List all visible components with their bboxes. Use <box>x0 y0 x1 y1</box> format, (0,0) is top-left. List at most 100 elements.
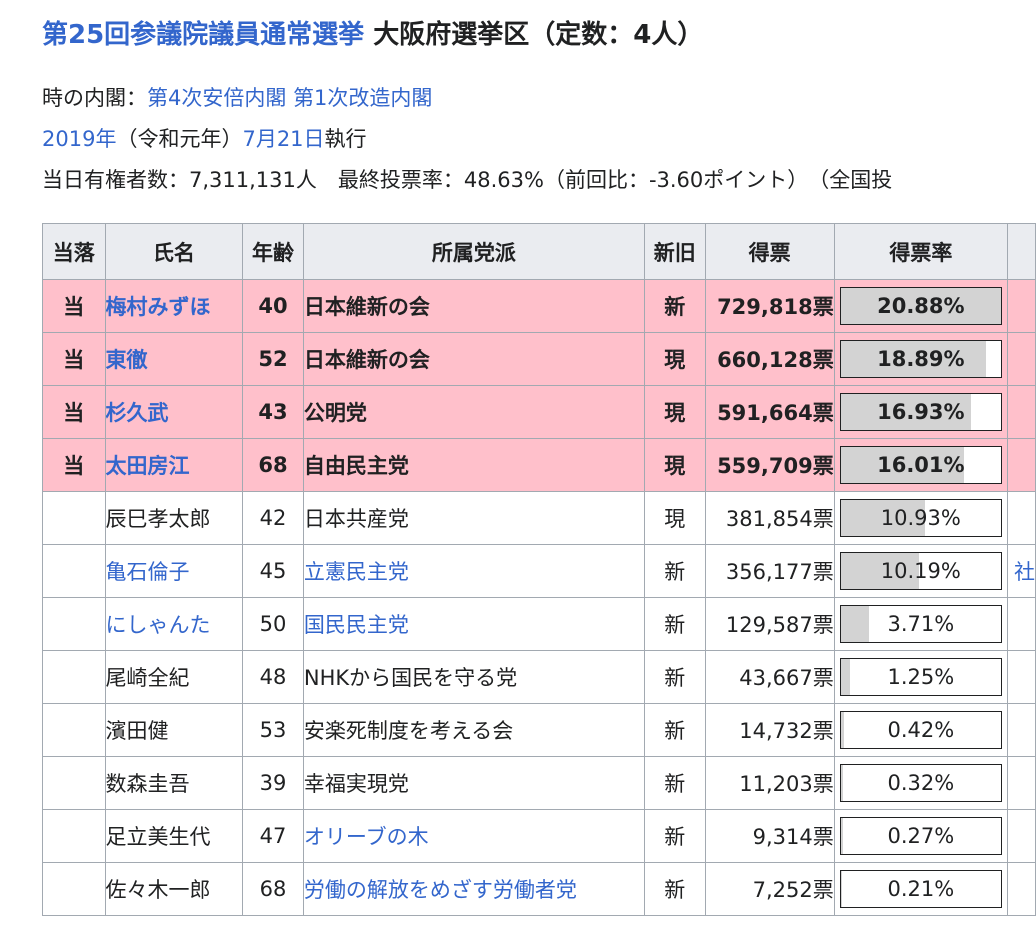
candidate-name: 梅村みずほ <box>104 279 244 333</box>
header-result: 当落 <box>42 223 106 280</box>
candidate-name: 太田房江 <box>104 438 244 492</box>
age-cell-text: 68 <box>258 453 288 477</box>
rate-bar-fill <box>840 288 1001 324</box>
result-cell-text: 当 <box>63 348 85 372</box>
party-cell-text[interactable]: 国民民主党 <box>303 613 409 637</box>
rate-label: 3.71% <box>887 612 955 636</box>
year-link[interactable]: 2019年 <box>42 127 117 151</box>
rate-bar: 0.27% <box>839 817 1002 855</box>
votes-cell: 381,854票 <box>704 491 835 545</box>
header-party: 所属党派 <box>302 223 645 280</box>
results-table: 当落 氏名 年齢 所属党派 新旧 得票 得票率 当梅村みずほ 40 日本維新の会新 7… <box>42 223 1036 916</box>
status-cell: 新 <box>643 809 706 863</box>
votes-cell-text: 14,732票 <box>739 719 834 743</box>
votes-cell-text: 129,587票 <box>725 613 834 637</box>
party-cell: 公明党 <box>302 385 645 439</box>
rate-label: 16.01% <box>877 453 965 477</box>
votes-cell: 43,667票 <box>704 650 835 704</box>
age-cell: 42 <box>242 491 304 545</box>
candidate-name: 佐々木一郎 <box>104 862 244 916</box>
rate-label: 16.93% <box>877 400 965 424</box>
voters-line: 当日有権者数：7,311,131人 最終投票率：48.63%（前回比：-3.60… <box>42 168 893 192</box>
rate-bar-fill <box>840 818 843 854</box>
rate-label: 0.27% <box>887 824 955 848</box>
age-cell-text: 47 <box>259 824 287 848</box>
candidate-name: 杉久武 <box>104 385 244 439</box>
candidate-name-text: 足立美生代 <box>105 825 211 849</box>
rate-bar: 10.93% <box>839 499 1002 537</box>
header-votes: 得票 <box>704 223 835 280</box>
election-title-link[interactable]: 第25回参議院議員通常選挙 <box>42 20 365 50</box>
table-row: 当梅村みずほ 40 日本維新の会 新 729,818票 20.88% <box>42 279 1036 333</box>
party-cell-text[interactable]: オリーブの木 <box>303 825 429 849</box>
candidate-name: 東徹 <box>104 332 244 386</box>
candidate-name-text[interactable]: 杉久武 <box>105 401 169 425</box>
extra-cell <box>1006 491 1036 545</box>
candidate-name: 辰巳孝太郎 <box>104 491 244 545</box>
status-cell: 新 <box>643 597 706 651</box>
party-cell: 安楽死制度を考える会 <box>302 703 645 757</box>
result-cell-text: 当 <box>63 401 85 425</box>
rate-bar: 20.88% <box>839 287 1002 325</box>
candidate-name-text[interactable]: にしゃんた <box>105 613 211 637</box>
candidate-name: 数森圭吾 <box>104 756 244 810</box>
party-cell: 日本維新の会 <box>302 332 645 386</box>
extra-cell-text <box>1008 877 1013 901</box>
rate-bar: 16.93% <box>839 393 1002 431</box>
cabinet-link[interactable]: 第4次安倍内閣 第1次改造内閣 <box>147 86 433 110</box>
rate-cell: 18.89% <box>833 332 1008 386</box>
rate-bar-fill <box>840 765 844 801</box>
party-cell-text[interactable]: 労働の解放をめざす労働者党 <box>303 878 577 902</box>
age-cell-text: 53 <box>259 718 287 742</box>
party-cell: 労働の解放をめざす労働者党 <box>302 862 645 916</box>
header-status: 新旧 <box>643 223 706 280</box>
extra-cell <box>1006 438 1036 492</box>
table-row: 当太田房江 68 自由民主党 現 559,709票 16.01% <box>42 438 1036 492</box>
rate-label: 0.42% <box>887 718 955 742</box>
result-cell <box>42 809 106 863</box>
votes-cell: 356,177票 <box>704 544 835 598</box>
votes-cell-text: 9,314票 <box>752 825 834 849</box>
extra-cell <box>1006 809 1036 863</box>
rate-bar: 18.89% <box>839 340 1002 378</box>
table-row: 亀石倫子 45 立憲民主党 新 356,177票 10.19% 社 <box>42 544 1036 598</box>
party-cell-text: 幸福実現党 <box>303 772 409 796</box>
rate-cell: 0.32% <box>833 756 1008 810</box>
result-cell-text: 当 <box>63 295 85 319</box>
extra-cell-text[interactable]: 社 <box>1013 560 1035 584</box>
candidate-name-text[interactable]: 梅村みずほ <box>105 295 211 319</box>
votes-cell: 7,252票 <box>704 862 835 916</box>
status-cell-text: 新 <box>664 878 686 902</box>
age-cell-text: 42 <box>259 506 287 530</box>
age-cell-text: 52 <box>258 347 288 371</box>
party-cell: 日本維新の会 <box>302 279 645 333</box>
age-cell-text: 50 <box>259 612 287 636</box>
rate-cell: 20.88% <box>833 279 1008 333</box>
extra-cell-text <box>1008 612 1013 636</box>
result-cell <box>42 491 106 545</box>
table-header-row: 当落 氏名 年齢 所属党派 新旧 得票 得票率 <box>42 223 1036 280</box>
age-cell: 68 <box>242 438 304 492</box>
rate-cell: 0.27% <box>833 809 1008 863</box>
votes-cell-text: 591,664票 <box>717 401 834 425</box>
age-cell-text: 45 <box>259 559 287 583</box>
party-cell-text: 日本維新の会 <box>303 348 430 372</box>
candidate-name-text[interactable]: 太田房江 <box>105 454 190 478</box>
status-cell-text: 現 <box>664 507 686 531</box>
result-cell <box>42 544 106 598</box>
date-link[interactable]: 7月21日 <box>242 127 325 151</box>
cabinet-line: 時の内閣：第4次安倍内閣 第1次改造内閣 <box>42 82 432 112</box>
candidate-name-text[interactable]: 亀石倫子 <box>105 560 190 584</box>
age-cell-text: 48 <box>259 665 287 689</box>
rate-bar-fill <box>840 712 845 748</box>
status-cell-text: 新 <box>664 666 686 690</box>
extra-cell <box>1006 279 1036 333</box>
party-cell-text: 安楽死制度を考える会 <box>303 719 514 743</box>
extra-cell-text <box>1008 665 1013 689</box>
party-cell: 日本共産党 <box>302 491 645 545</box>
rate-bar-fill <box>840 553 919 589</box>
party-cell-text[interactable]: 立憲民主党 <box>303 560 409 584</box>
candidate-name-text[interactable]: 東徹 <box>105 348 148 372</box>
result-cell <box>42 650 106 704</box>
votes-cell-text: 660,128票 <box>717 348 834 372</box>
